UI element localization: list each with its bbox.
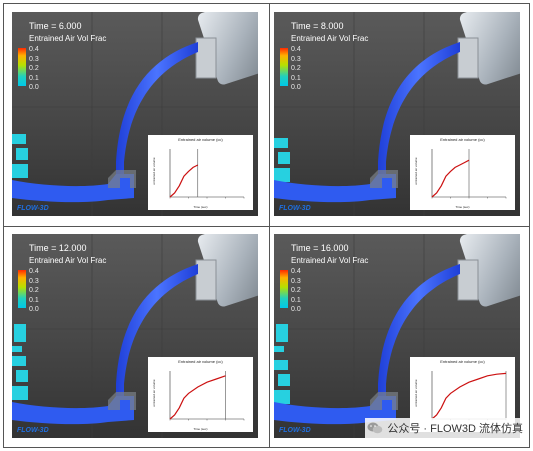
legend-tick: 0.4	[291, 268, 301, 275]
simulation-panel: Time = 12.000 Entrained Air Vol Frac 0.4…	[12, 234, 258, 438]
flow3d-logo: FLOW-3D	[279, 205, 311, 212]
simulation-scene	[12, 12, 258, 216]
chart-plot	[431, 149, 507, 199]
legend-tick: 0.3	[29, 55, 39, 63]
flow3d-logo: FLOW-3D	[17, 205, 49, 212]
flow3d-logo: FLOW-3D	[279, 427, 311, 434]
particles	[274, 138, 290, 182]
legend-tick: 0.4	[291, 46, 301, 53]
legend-tick: 0.3	[29, 277, 39, 285]
fluid-pool	[12, 396, 134, 425]
legend-title: Entrained Air Vol Frac	[29, 34, 107, 43]
entrained-air-curve	[431, 372, 507, 420]
legend-tick: 0.1	[29, 74, 39, 82]
legend-tick: 0.0	[291, 84, 301, 91]
simulation-scene	[274, 12, 520, 216]
sprue-cup	[108, 392, 136, 410]
chart-axes	[431, 371, 506, 420]
fluid-jet	[378, 264, 460, 406]
grid-divider-horizontal	[4, 226, 529, 227]
sprue-cup	[370, 170, 398, 188]
chart-xlabel: Time (sec)	[193, 205, 208, 209]
legend-tick: 0.2	[29, 65, 39, 72]
legend-tick: 0.0	[291, 306, 301, 313]
chart-plot	[169, 149, 245, 199]
chart-axes	[169, 149, 244, 198]
legend-title: Entrained Air Vol Frac	[29, 256, 107, 265]
chart-xlabel: Time (sec)	[193, 427, 208, 431]
entrained-air-curve	[169, 375, 226, 420]
simulation-scene	[274, 234, 520, 438]
watermark: 公众号 · FLOW3D 流体仿真	[365, 418, 525, 438]
legend-colorbar	[280, 48, 288, 86]
color-legend: 0.4 0.3 0.2 0.1 0.0	[280, 268, 310, 313]
time-label: Time = 16.000	[291, 243, 349, 253]
figure-grid	[3, 3, 530, 448]
legend-tick: 0.1	[29, 296, 39, 304]
watermark-text: 公众号 · FLOW3D 流体仿真	[387, 423, 523, 435]
sprue-cup	[108, 170, 136, 188]
legend-title: Entrained Air Vol Frac	[291, 34, 369, 43]
fluid-jet	[378, 42, 460, 184]
legend-tick: 0.4	[29, 46, 39, 53]
legend-tick: 0.3	[291, 55, 301, 63]
particles	[12, 324, 28, 400]
color-legend: 0.4 0.3 0.2 0.1 0.0	[280, 46, 310, 91]
chart-title: Entrained air volume (cc)	[440, 137, 485, 142]
chart-title: Entrained air volume (cc)	[178, 137, 223, 142]
entrained-air-chart: Entrained air volume (cc) entrained air …	[410, 135, 515, 210]
chart-title: Entrained air volume (cc)	[440, 359, 485, 364]
simulation-panel: Time = 6.000 Entrained Air Vol Frac 0.4 0…	[12, 12, 258, 216]
time-label: Time = 8.000	[291, 21, 344, 31]
time-label: Time = 6.000	[29, 21, 82, 31]
particles	[274, 324, 290, 404]
chart-axes	[169, 371, 244, 420]
nozzle-cylinder	[457, 12, 520, 85]
legend-tick: 0.1	[291, 296, 301, 304]
nozzle-cylinder	[195, 234, 258, 307]
chart-plot	[169, 371, 245, 421]
legend-tick: 0.2	[291, 65, 301, 72]
legend-tick: 0.0	[29, 84, 39, 91]
entrained-air-chart: Entrained air volume (cc) entrained air …	[148, 357, 253, 432]
legend-tick: 0.2	[29, 287, 39, 294]
fluid-jet	[116, 42, 198, 184]
legend-tick: 0.2	[291, 287, 301, 294]
color-legend: 0.4 0.3 0.2 0.1 0.0	[18, 268, 48, 313]
legend-colorbar	[18, 270, 26, 308]
nozzle-cylinder	[457, 234, 520, 307]
color-legend: 0.4 0.3 0.2 0.1 0.0	[18, 46, 48, 91]
sprue-cup	[370, 392, 398, 410]
fluid-pool	[12, 174, 134, 203]
wechat-icon	[367, 422, 383, 434]
chart-title: Entrained air volume (cc)	[178, 359, 223, 364]
legend-colorbar	[18, 48, 26, 86]
chart-xlabel: Time (sec)	[455, 205, 470, 209]
entrained-air-curve	[169, 164, 199, 198]
entrained-air-chart: Entrained air volume (cc) entrained air …	[148, 135, 253, 210]
nozzle-cylinder	[195, 12, 258, 85]
fluid-pool	[274, 396, 396, 425]
entrained-air-curve	[431, 159, 470, 198]
legend-tick: 0.3	[291, 277, 301, 285]
legend-title: Entrained Air Vol Frac	[291, 256, 369, 265]
fluid-pool	[274, 174, 396, 203]
legend-tick: 0.1	[291, 74, 301, 82]
flow3d-logo: FLOW-3D	[17, 427, 49, 434]
legend-tick: 0.0	[29, 306, 39, 313]
fluid-jet	[116, 264, 198, 406]
simulation-panel: Time = 16.000 Entrained Air Vol Frac 0.4…	[274, 234, 520, 438]
time-label: Time = 12.000	[29, 243, 87, 253]
particles	[12, 134, 28, 178]
grid-divider-vertical	[269, 4, 270, 447]
legend-colorbar	[280, 270, 288, 308]
legend-tick: 0.4	[29, 268, 39, 275]
simulation-panel: Time = 8.000 Entrained Air Vol Frac 0.4 0…	[274, 12, 520, 216]
